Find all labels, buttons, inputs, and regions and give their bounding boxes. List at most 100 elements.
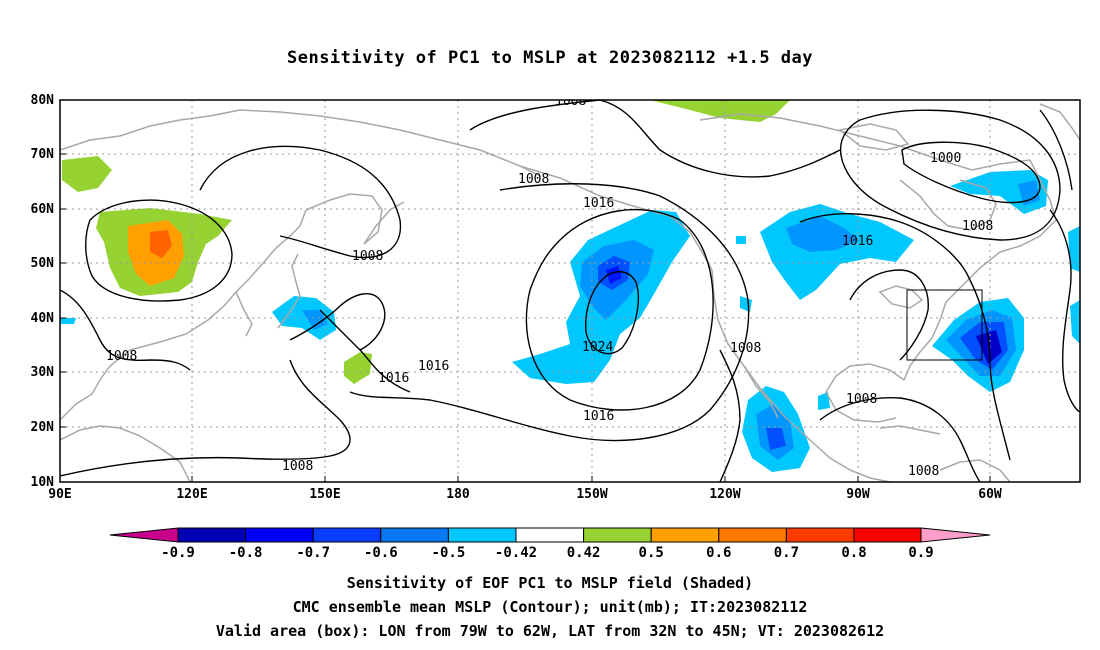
lon-label: 90E [48, 487, 71, 502]
colorbar-label: -0.6 [364, 545, 398, 561]
colorbar-cap-high [920, 527, 991, 543]
lat-label: 20N [31, 420, 55, 435]
colorbar-cell [853, 527, 922, 543]
contour-label: 1008 [352, 249, 383, 264]
contour-label: 1008 [555, 94, 586, 109]
colorbar-cell [312, 527, 382, 543]
coastline-us-east [903, 251, 1001, 381]
contour-1008-japan [289, 293, 386, 351]
colorbar-cell [785, 527, 855, 543]
lat-label: 10N [31, 475, 55, 490]
contour-label: 1016 [583, 196, 614, 211]
longitude-labels: 90E 120E 150E 180 150W 120W 90W 60W [48, 487, 1002, 502]
negative-region-atlantic-east [1068, 226, 1080, 272]
colorbar-label: -0.5 [432, 545, 466, 561]
contour-label: 1024 [582, 340, 613, 355]
contour-labels: 1008 1008 1008 1008 1008 1008 1008 1008 … [106, 94, 993, 479]
positive-region-arctic [650, 100, 790, 122]
colorbar-label: 0.9 [908, 545, 933, 561]
lat-label: 60N [31, 202, 55, 217]
contour-label: 1016 [418, 359, 449, 374]
colorbar-cell [447, 527, 517, 543]
coastline-japan [277, 253, 301, 329]
coastline-islands-arctic [838, 123, 910, 151]
contour-label: 1016 [378, 371, 409, 386]
coastline-southeast-asia [60, 425, 191, 482]
lon-label: 120E [176, 487, 207, 502]
positive-region-asia-max [150, 230, 172, 258]
lon-label: 60W [978, 487, 1002, 502]
colorbar-label: 0.5 [639, 545, 664, 561]
coastline-okhotsk [305, 193, 383, 245]
contour-1008-south [60, 359, 351, 477]
lat-label: 30N [31, 365, 55, 380]
contour-label: 1008 [730, 341, 761, 356]
coastline-great-lakes [878, 285, 924, 309]
lat-label: 50N [31, 256, 55, 271]
negative-region-small-4 [60, 318, 76, 324]
colorbar-label: -0.9 [161, 545, 195, 561]
page-title: Sensitivity of PC1 to MSLP at 2023082112… [286, 48, 813, 68]
coastline-kamchatka [363, 201, 405, 245]
lon-label: 120W [709, 487, 740, 502]
contour-1016-inner [849, 269, 929, 361]
lon-label: 90W [846, 487, 870, 502]
negative-region-canada [760, 204, 914, 300]
contour-label: 1008 [282, 459, 313, 474]
negative-region-japan [272, 296, 336, 340]
negative-region-small-3 [740, 296, 752, 312]
negative-region-canada-mid [786, 216, 860, 252]
colorbar-cell [177, 527, 247, 543]
caption-line-3: Valid area (box): LON from 79W to 62W, L… [215, 622, 885, 640]
coastline-hudson-bay [899, 179, 997, 231]
caption-line-2: CMC ensemble mean MSLP (Contour); unit(m… [292, 598, 808, 616]
colorbar-cell [380, 527, 449, 543]
colorbar-cell [515, 527, 585, 543]
contour-1008-outer-pacific [349, 183, 750, 442]
coastline-siberia-arctic [60, 109, 541, 177]
coastline-south-america [939, 459, 1011, 482]
coastline-gulf-of-mexico [825, 363, 905, 423]
colorbar-label: -0.7 [296, 545, 330, 561]
negative-region-gulf-alaska-max [606, 266, 622, 284]
contour-1008-labrador [840, 109, 1061, 241]
colorbar-label: 0.42 [567, 545, 601, 561]
contour-1008-gulf [819, 396, 981, 482]
contour-1016-pacific-high [525, 208, 714, 411]
coastline-labrador [999, 159, 1057, 253]
lon-label: 150E [309, 487, 340, 502]
coastline-central-america [849, 469, 891, 482]
latitude-labels: 80N 70N 60N 50N 40N 30N 20N 10N [31, 93, 55, 490]
coastline-baja [743, 365, 779, 419]
negative-region-small-2 [736, 236, 746, 244]
lat-label: 40N [31, 311, 55, 326]
contour-label: 1016 [842, 234, 873, 249]
contour-1008-west-edge [60, 289, 191, 371]
negative-region-japan-core [302, 310, 328, 330]
negative-region-small-1 [818, 392, 830, 410]
colorbar-cell [583, 527, 652, 543]
colorbar-label: 0.8 [841, 545, 866, 561]
map-ticks [59, 99, 991, 483]
positive-region-pacific [344, 352, 372, 384]
lat-label: 70N [31, 147, 55, 162]
contour-1008-asia-low [85, 199, 233, 302]
contour-label: 1008 [908, 464, 939, 479]
colorbar: -0.9 -0.8 -0.7 -0.6 -0.5 -0.42 0.42 0.5 … [109, 527, 991, 561]
positive-region-siberia [62, 156, 112, 192]
coastline-north-america-west [711, 269, 851, 471]
colorbar-cap-low [109, 527, 179, 543]
colorbar-cell [650, 527, 720, 543]
colorbar-label: -0.8 [229, 545, 263, 561]
coastline-korea [235, 291, 253, 337]
lon-label: 150W [576, 487, 607, 502]
grid-lines [60, 100, 1080, 482]
contour-1016-far-east [1039, 109, 1073, 191]
coastline-greenland [1039, 103, 1080, 141]
lat-label: 80N [31, 93, 55, 108]
lon-label: 180 [446, 487, 470, 502]
valid-area-box [906, 289, 983, 361]
colorbar-label: 0.7 [774, 545, 799, 561]
sensitivity-shading [60, 100, 1080, 472]
